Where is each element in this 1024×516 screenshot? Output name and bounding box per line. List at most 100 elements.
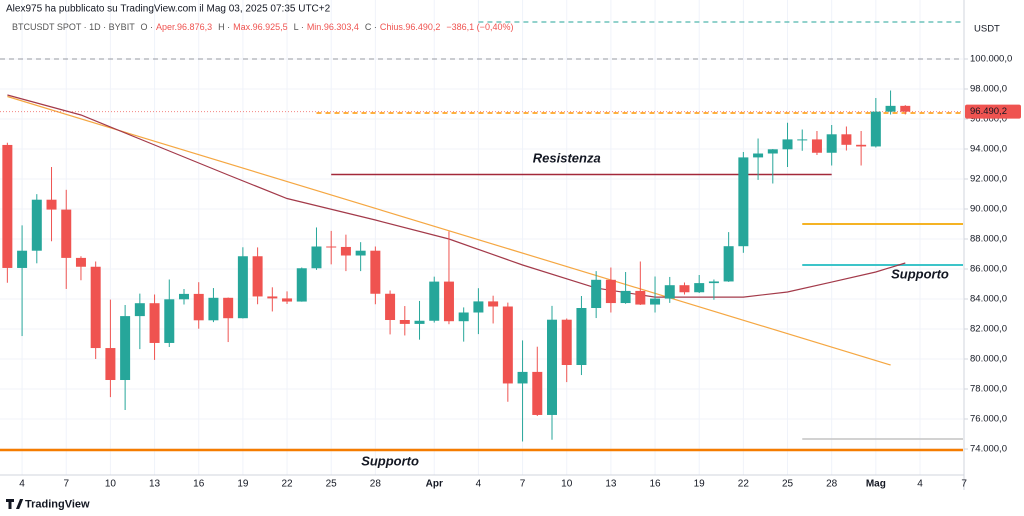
candle-body (738, 157, 749, 247)
y-tick-label: 76.000,0 (970, 414, 1007, 425)
x-tick-label: 19 (237, 479, 249, 490)
header-title: Alex975 ha pubblicato su TradingView.com… (6, 4, 331, 15)
x-tick-label: 4 (917, 479, 923, 490)
candle-body (31, 199, 42, 251)
candle-body (664, 285, 675, 299)
y-tick-label: 88.000,0 (970, 234, 1007, 245)
y-tick-label: 100.000,0 (970, 54, 1012, 65)
candle-body (591, 279, 602, 309)
x-tick-label: 4 (476, 479, 482, 490)
candle-body (223, 297, 234, 319)
candle-body (900, 105, 911, 112)
candle-body (488, 301, 499, 307)
ohlc-value: Chius.96.490,2 (380, 22, 441, 32)
y-tick-label: 82.000,0 (970, 324, 1007, 335)
candle-body (134, 303, 145, 317)
candle-body (797, 139, 808, 141)
candle-body (753, 153, 764, 158)
ohlc-label: C · (365, 22, 377, 32)
ohlc-value: Aper.96.876,3 (156, 22, 212, 32)
candle-body (547, 319, 557, 415)
annotation: Supporto (361, 453, 419, 468)
candle-body (473, 301, 484, 313)
ohlc-value: Min.96.303,4 (307, 22, 359, 32)
candle-body (399, 320, 410, 324)
header-symbol: BTCUSDT SPOT · 1D · BYBIT (12, 22, 135, 32)
candle-body (694, 283, 705, 293)
candle-body (355, 250, 366, 256)
candle-body (193, 293, 204, 321)
ohlc-label: O · (141, 22, 154, 32)
x-tick-label: 16 (193, 479, 205, 490)
x-tick-label: 10 (561, 479, 573, 490)
candle-body (826, 134, 837, 153)
candle-body (561, 319, 572, 366)
annotation: Supporto (891, 266, 949, 281)
candle-body (429, 281, 440, 321)
candle-body (811, 139, 822, 153)
y-tick-label: 74.000,0 (970, 444, 1007, 455)
ohlc-label: L · (294, 22, 304, 32)
x-tick-label: 25 (782, 479, 794, 490)
candle-body (2, 144, 13, 268)
candle-body (164, 299, 175, 343)
y-tick-label: 80.000,0 (970, 354, 1007, 365)
candle-body (105, 348, 116, 381)
y-tick-label: 92.000,0 (970, 174, 1007, 185)
last-price-label: 96.490,2 (970, 106, 1007, 117)
footer-logo (6, 499, 24, 509)
candle-body (61, 209, 72, 258)
candle-body (237, 256, 248, 319)
candle-body (120, 316, 131, 381)
x-tick-label: 28 (370, 479, 382, 490)
x-tick-label: 16 (649, 479, 661, 490)
candle-body (340, 246, 351, 256)
candle-body (708, 281, 719, 284)
price-axis-panel (964, 0, 1024, 516)
candle-body (517, 371, 528, 384)
candle-body (252, 256, 263, 297)
candle-body (311, 246, 322, 269)
candle-body (179, 293, 189, 300)
trendline (7, 95, 891, 366)
candle-body (576, 308, 587, 366)
candle-body (679, 285, 690, 293)
candle-body (385, 293, 396, 321)
candle-body (443, 281, 454, 322)
candle-body (149, 303, 160, 343)
annotation: Resistenza (533, 150, 601, 165)
moving-average (7, 94, 906, 298)
candle-body (370, 250, 381, 294)
candle-body (605, 279, 616, 304)
x-tick-label: 25 (326, 479, 338, 490)
x-tick-label: 13 (149, 479, 161, 490)
candle-body (326, 246, 337, 248)
candle-body (532, 371, 543, 415)
header-change: −386,1 (−0,40%) (446, 22, 513, 32)
candle-body (723, 246, 734, 282)
y-tick-label: 98.000,0 (970, 84, 1007, 95)
x-tick-label: Apr (426, 479, 443, 490)
x-tick-label: Mag (866, 479, 886, 490)
x-tick-label: 4 (19, 479, 25, 490)
y-tick-label: 96.000,0 (970, 114, 1007, 125)
axes: 74.000,0 76.000,0 78.000,0 80.000,0 82.000,0… (19, 54, 1021, 490)
x-tick-label: 19 (694, 479, 706, 490)
y-tick-label: 84.000,0 (970, 294, 1007, 305)
y-tick-label: 86.000,0 (970, 264, 1007, 275)
candle-body (282, 298, 293, 302)
x-tick-label: 7 (520, 479, 526, 490)
x-tick-label: 28 (826, 479, 838, 490)
x-tick-label: 22 (738, 479, 750, 490)
candle-body (856, 144, 867, 147)
footer: TradingView (25, 498, 90, 510)
candle-body (458, 312, 469, 322)
candle-body (296, 268, 307, 302)
ohlc-label: H · (218, 22, 230, 32)
candle-body (17, 250, 28, 268)
x-tick-label: 13 (605, 479, 617, 490)
candle-body (767, 149, 778, 154)
last-price-tag (965, 104, 1021, 119)
currency: USDT (974, 24, 1000, 35)
